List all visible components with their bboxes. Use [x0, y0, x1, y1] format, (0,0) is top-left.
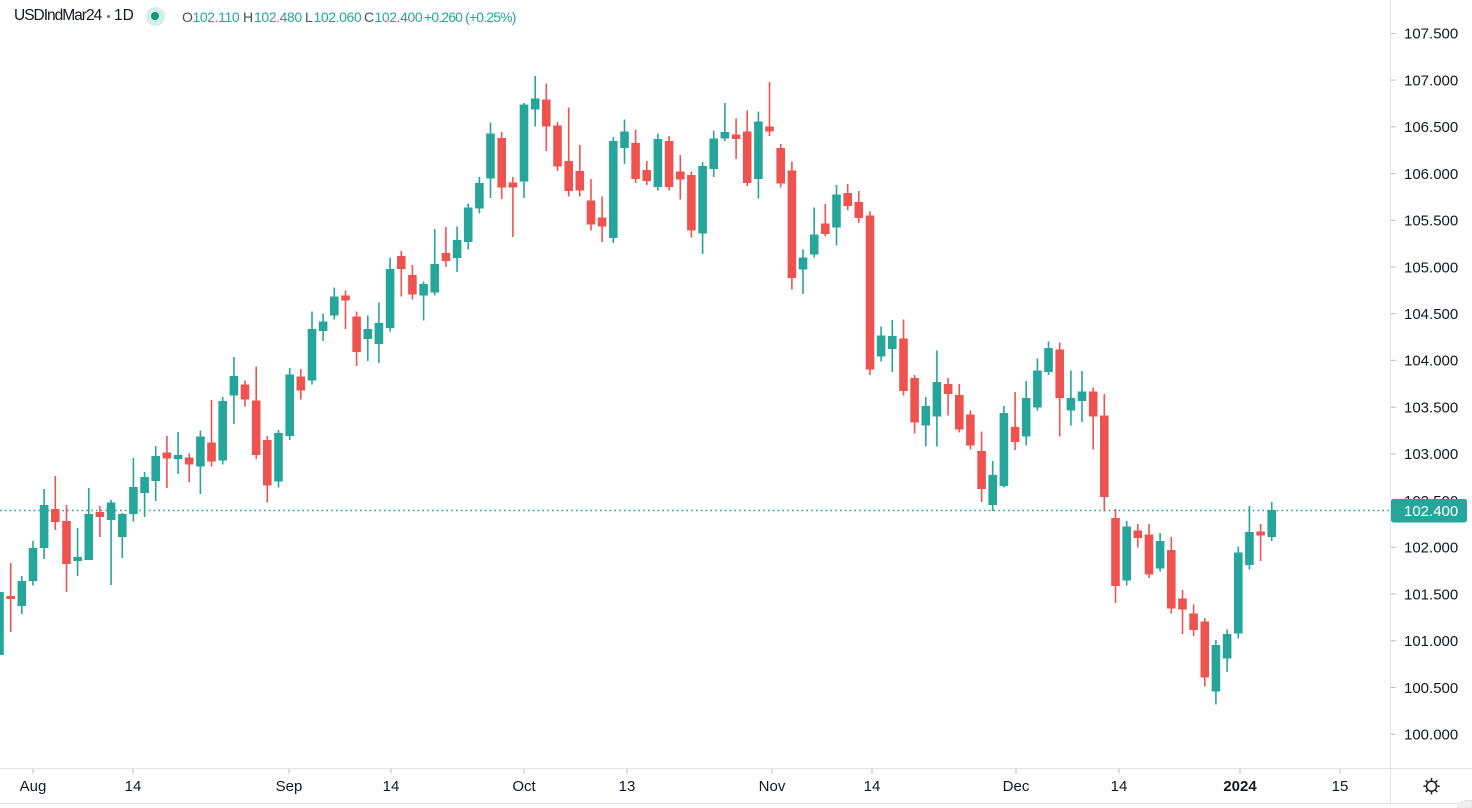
svg-text:13: 13: [619, 778, 636, 795]
svg-text:102.000: 102.000: [1404, 540, 1458, 557]
svg-text:Nov: Nov: [759, 778, 786, 795]
svg-text:100.000: 100.000: [1404, 727, 1458, 744]
svg-text:100.500: 100.500: [1404, 680, 1458, 697]
svg-text:Dec: Dec: [1003, 778, 1030, 795]
svg-text:106.500: 106.500: [1404, 119, 1458, 136]
svg-text:Aug: Aug: [20, 778, 47, 795]
svg-text:101.000: 101.000: [1404, 633, 1458, 650]
svg-text:107.500: 107.500: [1404, 26, 1458, 43]
svg-text:102.400: 102.400: [1404, 503, 1458, 520]
svg-text:105.000: 105.000: [1404, 259, 1458, 276]
svg-text:14: 14: [125, 778, 142, 795]
svg-text:14: 14: [864, 778, 881, 795]
svg-text:Oct: Oct: [512, 778, 536, 795]
svg-text:14: 14: [383, 778, 400, 795]
svg-text:101.500: 101.500: [1404, 586, 1458, 603]
svg-text:15: 15: [1332, 778, 1349, 795]
svg-text:103.500: 103.500: [1404, 400, 1458, 417]
svg-text:104.000: 104.000: [1404, 353, 1458, 370]
svg-text:14: 14: [1111, 778, 1128, 795]
svg-text:Sep: Sep: [276, 778, 303, 795]
svg-text:104.500: 104.500: [1404, 306, 1458, 323]
svg-text:2024: 2024: [1223, 778, 1257, 795]
svg-text:105.500: 105.500: [1404, 213, 1458, 230]
svg-text:107.000: 107.000: [1404, 72, 1458, 89]
svg-text:103.000: 103.000: [1404, 446, 1458, 463]
svg-text:106.000: 106.000: [1404, 166, 1458, 183]
